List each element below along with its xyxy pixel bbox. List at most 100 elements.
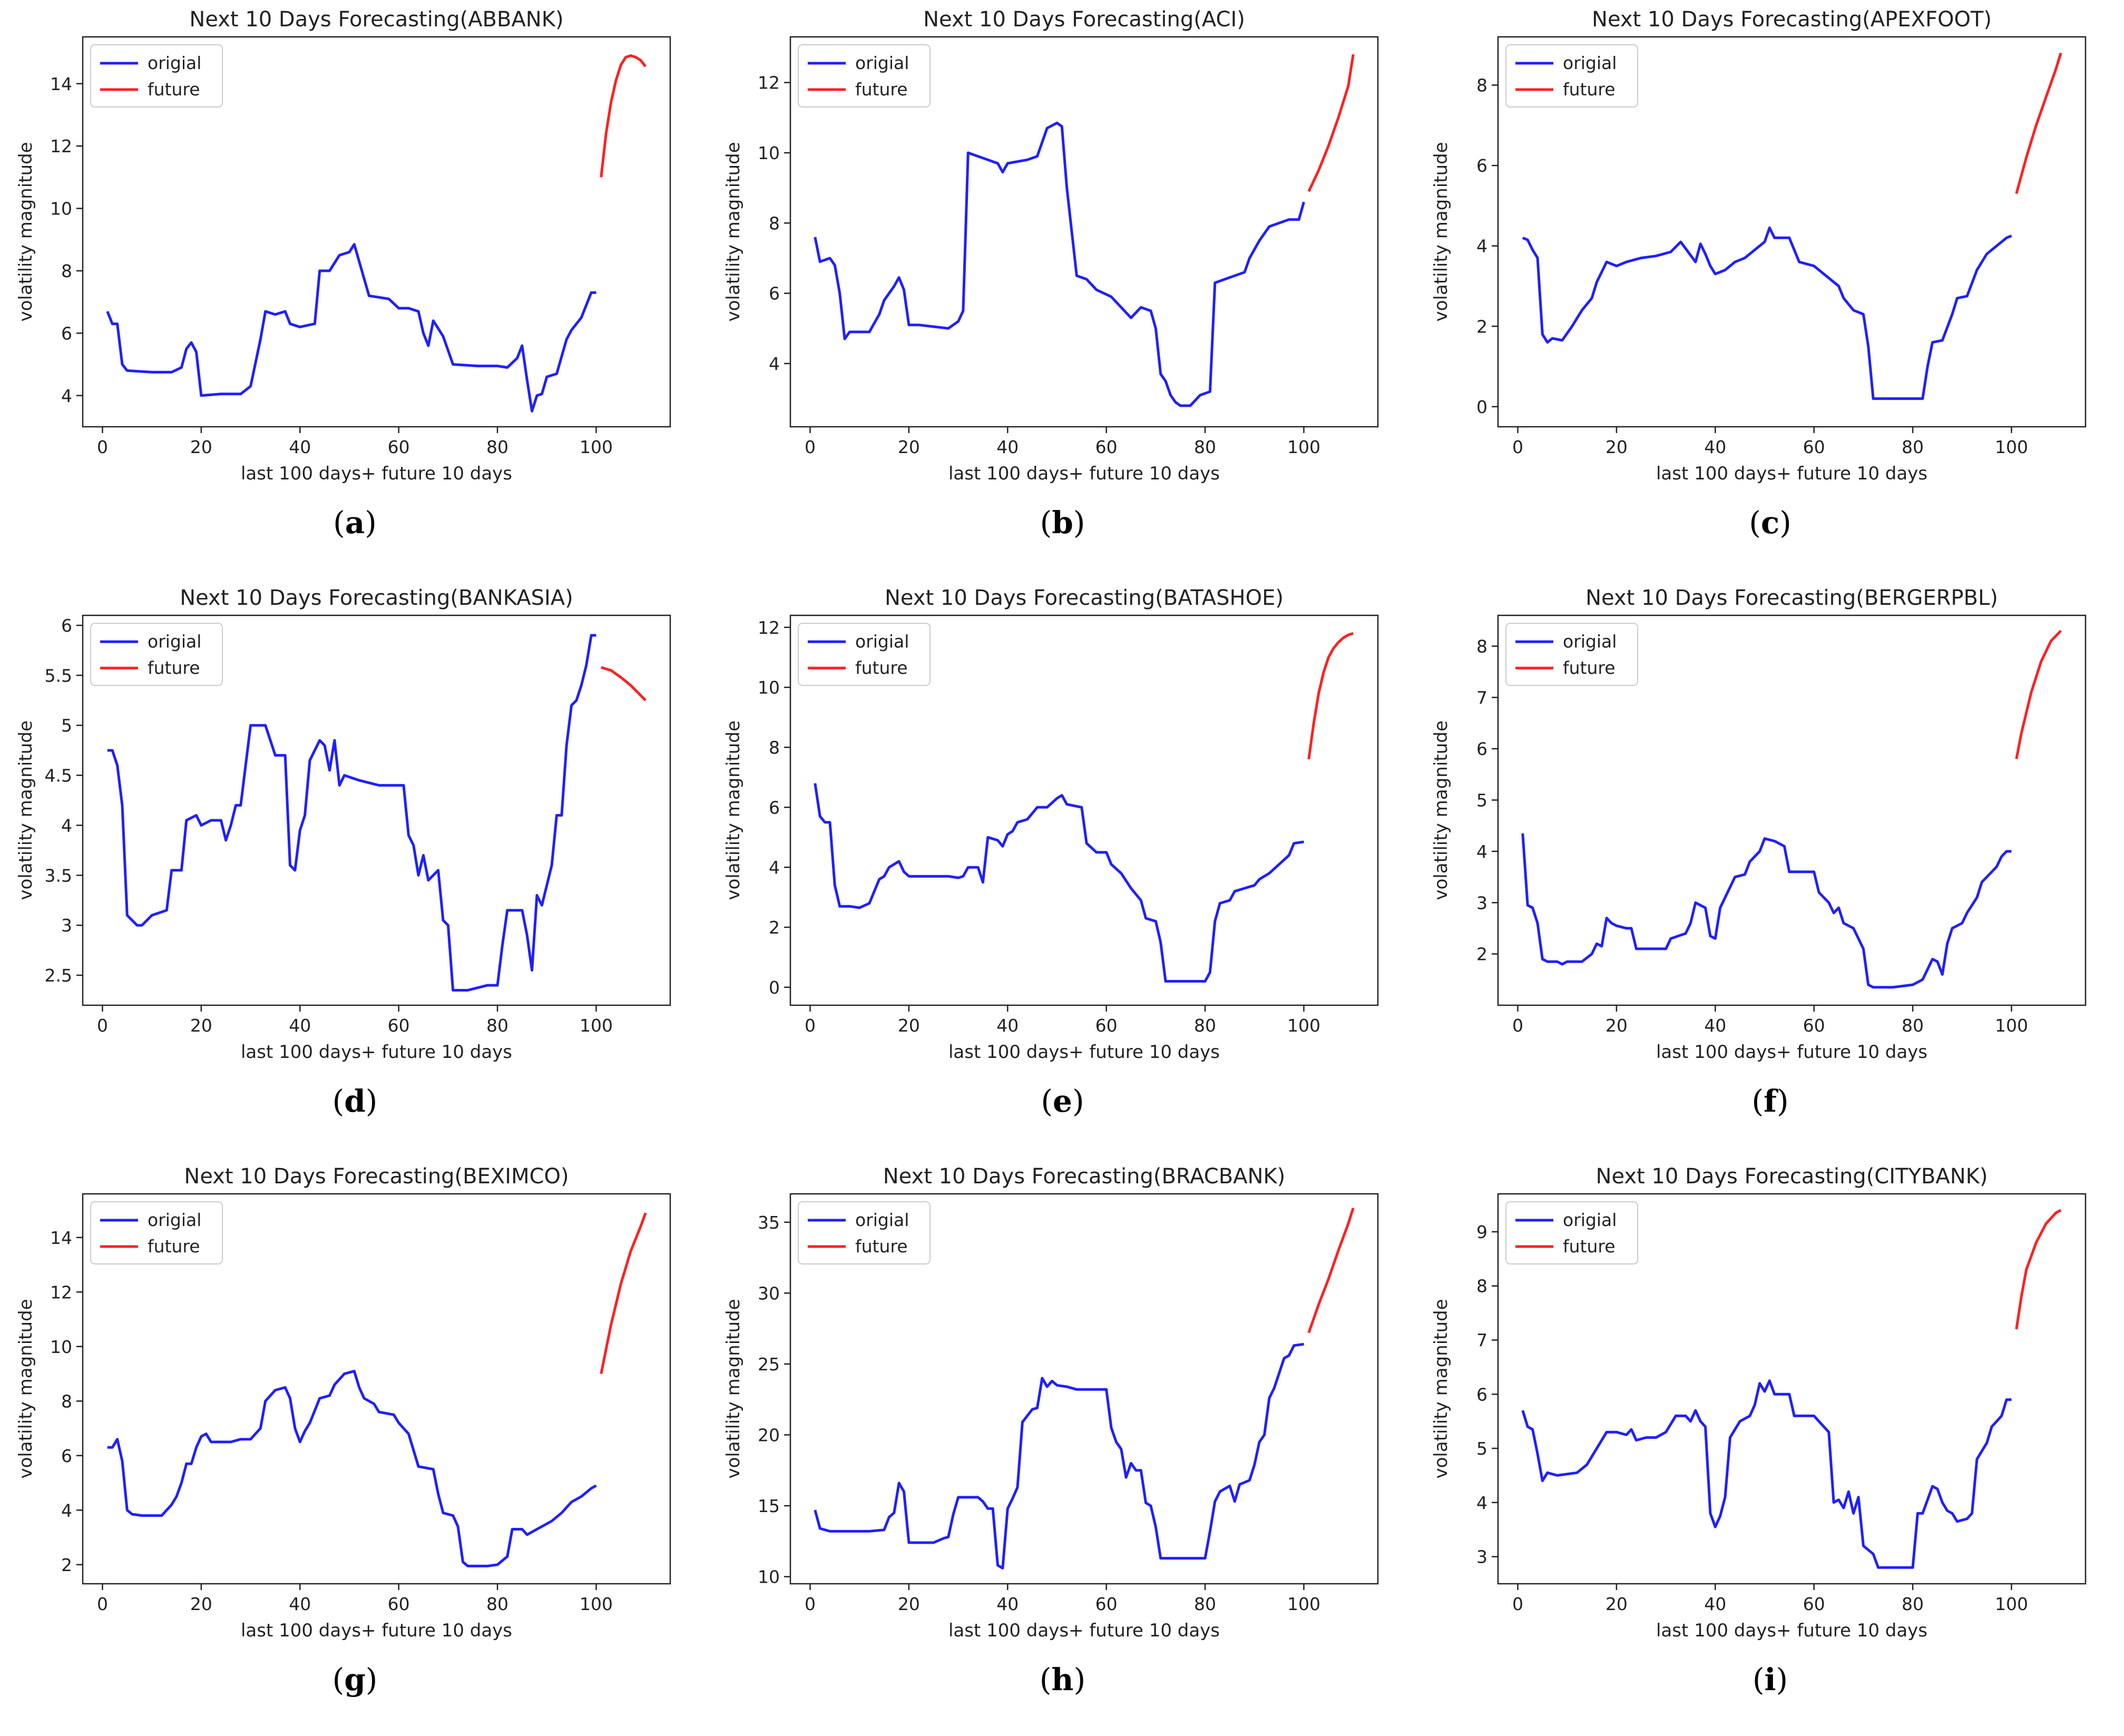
y-tick-label: 3 (61, 915, 72, 936)
x-tick-label: 40 (1704, 437, 1726, 457)
legend-label: future (148, 79, 200, 100)
chart-panel-c: Next 10 Days Forecasting(APEXFOOT) 0 20 40 6… (1416, 0, 2124, 578)
y-tick-label: 10 (758, 678, 780, 698)
x-tick-label: 40 (289, 1594, 311, 1614)
chart-svg: Next 10 Days Forecasting(BEXIMCO) 0 20 40 60… (15, 1164, 671, 1641)
caption-close-paren: ) (1779, 505, 1792, 541)
series-line-future (1307, 54, 1355, 192)
x-tick-label: 100 (1995, 1594, 2028, 1614)
y-tick-label: 6 (1476, 155, 1487, 176)
y-tick-label: 4 (61, 1500, 72, 1521)
y-tick-label: 4 (1476, 1493, 1487, 1513)
y-tick-label: 8 (1476, 636, 1487, 656)
caption-letter: a (345, 505, 365, 541)
y-tick-label: 5 (1476, 790, 1487, 811)
panel-caption: (c) (1416, 505, 2124, 541)
series-line-original (107, 1369, 597, 1567)
y-tick-label: 4.5 (45, 766, 72, 786)
caption-close-paren: ) (1776, 1662, 1788, 1698)
y-tick-label: 10 (50, 199, 72, 219)
y-axis-label: volatility magnitude (15, 1299, 36, 1478)
x-tick-label: 60 (388, 437, 410, 457)
panel-caption: (g) (1, 1662, 709, 1698)
chart-panel-h: Next 10 Days Forecasting(BRACBANK) 0 20 40 6… (709, 1157, 1416, 1735)
x-tick-label: 0 (1512, 1015, 1523, 1036)
legend-label: origial (1563, 1210, 1617, 1230)
caption-close-paren: ) (1776, 1083, 1789, 1119)
chart-title: Next 10 Days Forecasting(BEXIMCO) (184, 1164, 569, 1189)
y-tick-label: 4 (61, 386, 72, 406)
x-tick-label: 100 (1287, 1015, 1320, 1036)
chart-svg: Next 10 Days Forecasting(CITYBANK) 0 20 40 6… (1431, 1164, 2087, 1641)
x-tick-label: 100 (1287, 437, 1320, 457)
y-axis-label: volatility magnitude (1431, 1299, 1452, 1478)
legend-label: future (855, 1236, 908, 1257)
y-tick-label: 8 (61, 1391, 72, 1411)
x-tick-label: 80 (486, 1015, 508, 1036)
legend-label: origial (1563, 53, 1617, 73)
y-axis-label: volatility magnitude (723, 720, 744, 900)
chart-svg: Next 10 Days Forecasting(BRACBANK) 0 20 40 6… (723, 1164, 1379, 1641)
x-tick-label: 80 (1194, 1594, 1216, 1614)
caption-close-paren: ) (365, 1083, 378, 1119)
legend-box (90, 623, 223, 686)
legend-label: origial (855, 53, 909, 73)
chart-svg: Next 10 Days Forecasting(BANKASIA) 0 20 40 6… (15, 586, 671, 1063)
y-tick-label: 6 (1476, 1384, 1487, 1405)
y-tick-label: 4 (769, 857, 780, 878)
caption-open-paren: ( (1749, 505, 1761, 541)
legend: origial future (90, 623, 223, 686)
axes-frame (789, 36, 1379, 428)
y-tick-label: 2 (61, 1555, 72, 1575)
series-line-original (1522, 226, 2012, 400)
x-tick-label: 100 (580, 1015, 613, 1036)
x-tick-label: 40 (289, 437, 311, 457)
y-tick-label: 4 (1476, 841, 1487, 862)
axes-frame (789, 614, 1379, 1006)
y-tick-label: 14 (50, 74, 72, 94)
legend-box (90, 1201, 223, 1264)
series-line-future (2015, 1209, 2062, 1330)
series-line-original (1521, 833, 2012, 989)
panel-caption: (f) (1416, 1083, 2124, 1119)
y-tick-label: 8 (61, 261, 72, 281)
x-tick-label: 60 (388, 1594, 410, 1614)
x-tick-label: 0 (97, 437, 108, 457)
x-axis-label: last 100 days+ future 10 days (241, 1042, 512, 1063)
y-axis-label: volatility magnitude (723, 1299, 744, 1478)
x-axis-label: last 100 days+ future 10 days (1656, 1620, 1927, 1641)
y-tick-label: 4 (61, 815, 72, 836)
series-line-future (600, 1212, 647, 1374)
y-tick-label: 6 (61, 1446, 72, 1466)
series-line-future (2015, 52, 2062, 194)
x-tick-label: 20 (1606, 1594, 1628, 1614)
x-axis-label: last 100 days+ future 10 days (948, 463, 1220, 484)
y-tick-label: 0 (1476, 397, 1487, 417)
axes-frame (82, 36, 671, 428)
caption-open-paren: ( (1040, 505, 1052, 541)
panel-caption: (d) (1, 1083, 709, 1119)
legend-box (798, 1201, 931, 1264)
x-tick-label: 60 (1095, 1015, 1118, 1036)
legend-label: future (1563, 79, 1616, 100)
chart-svg: Next 10 Days Forecasting(ACI) 0 20 40 60 80 10… (723, 7, 1379, 484)
y-tick-label: 5 (61, 715, 72, 736)
x-tick-label: 80 (1902, 437, 1924, 457)
panel-caption: (b) (709, 505, 1416, 541)
legend: origial future (1505, 1201, 1638, 1264)
legend-label: origial (855, 631, 909, 652)
legend-box (1505, 44, 1638, 107)
y-tick-label: 6 (61, 323, 72, 344)
series-line-future (600, 54, 647, 178)
chart-panel-f: Next 10 Days Forecasting(BERGERPBL) 0 20 40… (1416, 578, 2124, 1157)
y-tick-label: 8 (769, 213, 780, 233)
x-tick-label: 0 (805, 1594, 816, 1614)
caption-open-paren: ( (333, 505, 345, 541)
y-tick-label: 12 (758, 617, 780, 638)
y-tick-label: 10 (758, 143, 780, 163)
series-line-original (106, 243, 596, 413)
x-tick-label: 20 (1606, 1015, 1628, 1036)
y-axis-label: volatility magnitude (15, 142, 36, 321)
chart-panel-g: Next 10 Days Forecasting(BEXIMCO) 0 20 40 60… (1, 1157, 709, 1735)
